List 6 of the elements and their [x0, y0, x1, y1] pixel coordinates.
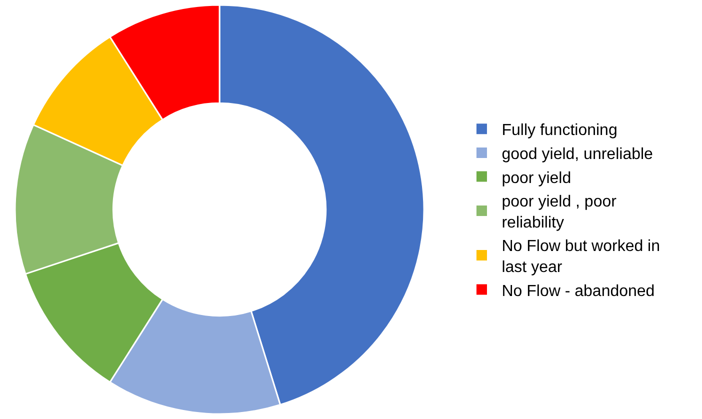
legend-label: No Flow - abandoned [502, 282, 655, 300]
legend-label: Fully functioning [502, 122, 618, 140]
legend-label: poor yield , poor reliability [502, 194, 618, 232]
legend-label: No Flow but worked in last year [502, 238, 660, 276]
legend-label: good yield, unreliable [502, 146, 654, 163]
legend-label: poor yield [502, 170, 572, 187]
